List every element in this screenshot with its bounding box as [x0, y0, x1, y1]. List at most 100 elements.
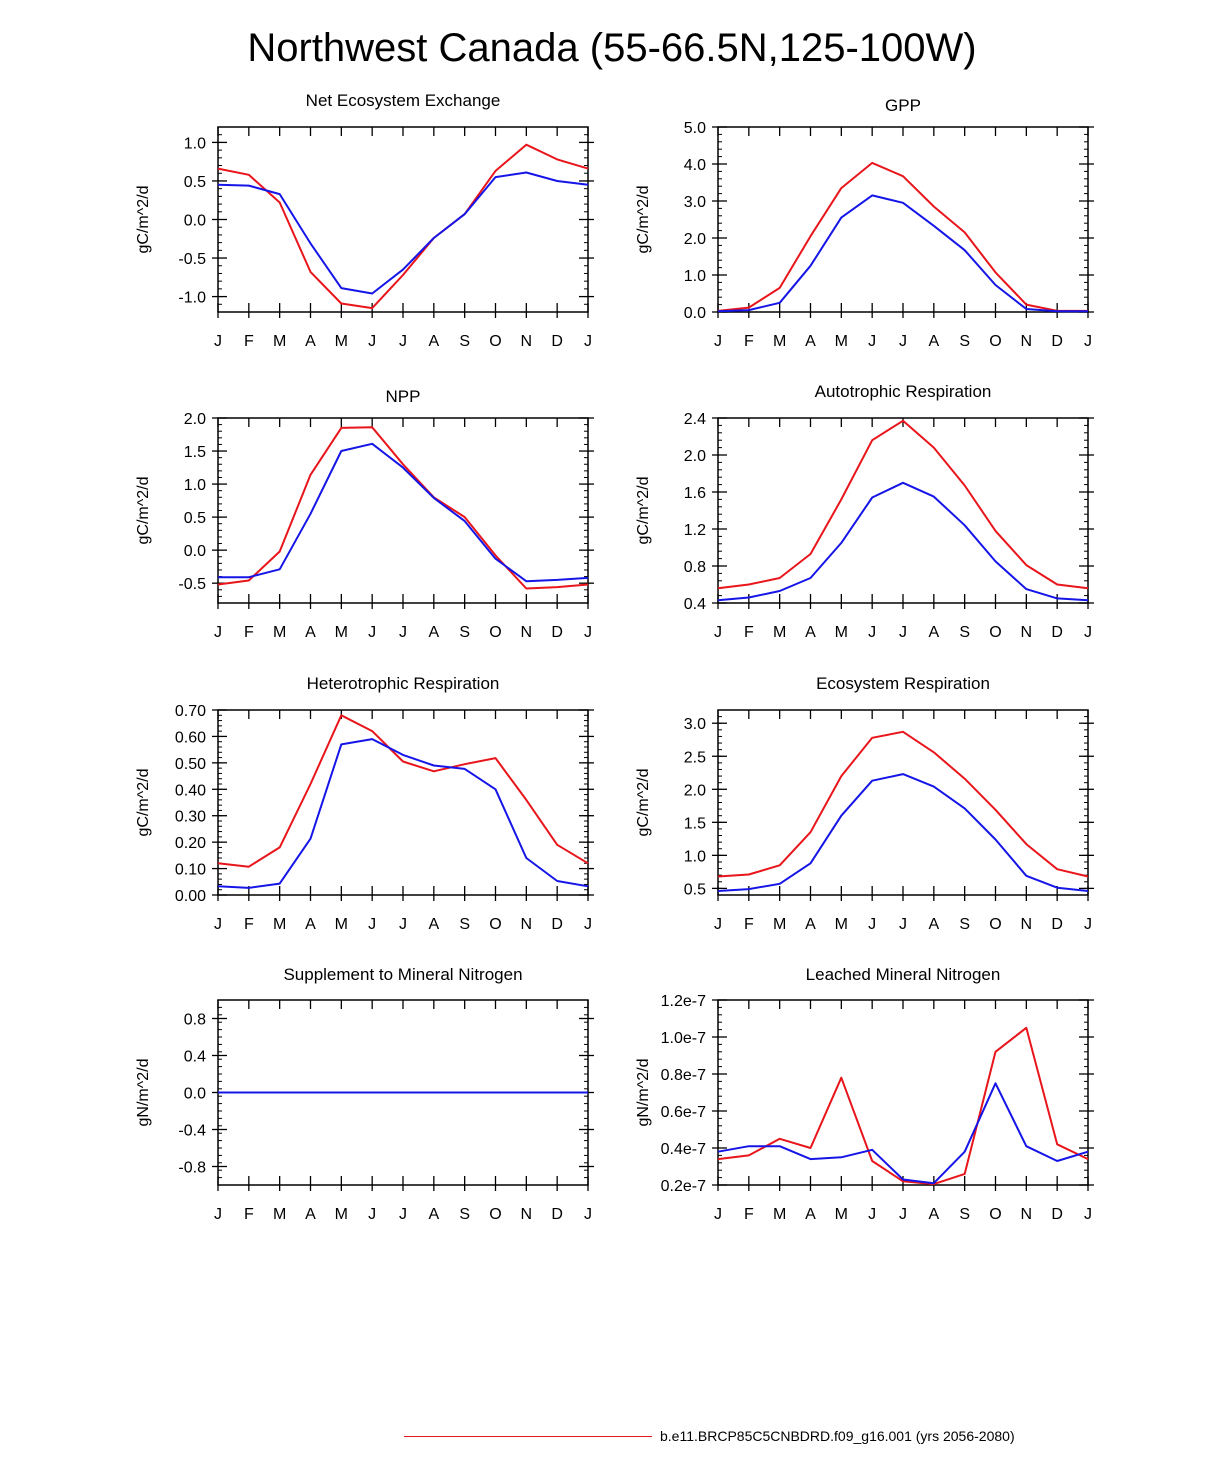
y-tick-label: 0.4e-7 [661, 1141, 706, 1158]
chart-3: NPP J F M A M J J A S O N D J 2.0 1.5 1.0 0.5 0.0 -0.5 gC/m^… [135, 387, 594, 641]
y-tick-label: 2.0 [184, 411, 206, 428]
x-tick-label: J [399, 916, 407, 933]
series-line-blue [217, 738, 589, 889]
y-tick-label: 3.0 [684, 194, 706, 211]
x-tick-label: J [899, 1206, 907, 1223]
x-tick-label: A [805, 624, 816, 641]
y-tick-label: 1.2e-7 [661, 993, 706, 1010]
plot-frame [217, 709, 589, 896]
y-tick-label: 2.4 [684, 411, 706, 428]
x-tick-label: F [744, 916, 754, 933]
x-tick-label: J [368, 624, 376, 641]
x-tick-label: F [244, 624, 254, 641]
y-axis-label: gC/m^2/d [135, 769, 152, 837]
x-tick-label: D [551, 1206, 563, 1223]
y-tick-label: 0.0 [184, 543, 206, 560]
chart-title: Ecosystem Respiration [816, 674, 990, 693]
y-tick-label: 0.5 [684, 881, 706, 898]
legend-label: b.e11.BRCP85C5CNBDRD.f09_g16.001 (yrs 20… [660, 1428, 1015, 1444]
series-line-blue [717, 481, 1089, 602]
y-tick-label: -0.4 [178, 1123, 206, 1140]
y-tick-label: 0.70 [175, 703, 206, 720]
y-tick-label: 2.5 [684, 749, 706, 766]
y-tick-label: 3.0 [684, 716, 706, 733]
y-axis-label: gN/m^2/d [635, 1059, 652, 1127]
y-tick-label: 0.5 [184, 174, 206, 191]
x-tick-label: S [959, 333, 970, 350]
x-tick-label: A [928, 916, 939, 933]
chart-title: Supplement to Mineral Nitrogen [283, 965, 522, 984]
x-tick-label: D [551, 333, 563, 350]
x-tick-label: D [551, 624, 563, 641]
x-tick-label: M [835, 1206, 848, 1223]
x-tick-label: A [305, 333, 316, 350]
y-tick-label: 2.0 [684, 231, 706, 248]
x-tick-label: O [489, 333, 501, 350]
x-tick-label: N [1021, 916, 1033, 933]
chart-title: Heterotrophic Respiration [307, 674, 500, 693]
page-title: Northwest Canada (55-66.5N,125-100W) [247, 26, 977, 70]
y-tick-label: -0.5 [178, 576, 206, 593]
y-axis-label: gC/m^2/d [135, 477, 152, 545]
x-tick-label: F [744, 333, 754, 350]
series-line-red [717, 161, 1088, 312]
y-tick-label: 0.30 [175, 809, 206, 826]
chart-8: Leached Mineral Nitrogen J F M A M J J A S O N D J 1.2… [635, 965, 1094, 1223]
series-line-blue [217, 171, 589, 295]
x-tick-label: O [989, 1206, 1001, 1223]
series-line-blue [717, 1082, 1089, 1185]
plot-frame [717, 999, 1089, 1186]
x-tick-label: A [928, 1206, 939, 1223]
x-tick-label: S [459, 916, 470, 933]
chart-5: Heterotrophic Respiration J F M A M J J A S O N D J 0.… [135, 674, 594, 933]
x-tick-label: O [489, 916, 501, 933]
x-tick-label: D [1051, 333, 1063, 350]
x-tick-label: A [305, 916, 316, 933]
y-tick-label: 1.0e-7 [661, 1030, 706, 1047]
y-tick-label: 0.60 [175, 729, 206, 746]
x-tick-label: N [1021, 624, 1033, 641]
y-tick-label: 0.4 [184, 1049, 206, 1066]
x-tick-label: J [399, 333, 407, 350]
chart-7: Supplement to Mineral Nitrogen J F M A M J J A S O… [135, 965, 594, 1223]
legend: b.e11.BRCP85C5CNBDRD.f09_g16.001 (yrs 20… [404, 1428, 1104, 1446]
y-axis-label: gC/m^2/d [635, 186, 652, 254]
series-line-blue [717, 773, 1089, 892]
x-tick-label: J [1084, 333, 1092, 350]
chart-title: Autotrophic Respiration [815, 382, 992, 401]
x-tick-label: D [1051, 916, 1063, 933]
x-tick-label: S [959, 1206, 970, 1223]
x-tick-label: J [714, 1206, 722, 1223]
x-tick-label: A [305, 624, 316, 641]
x-tick-label: A [805, 333, 816, 350]
y-tick-label: 4.0 [684, 157, 706, 174]
plot-frame [717, 417, 1089, 604]
y-axis-label: gC/m^2/d [135, 186, 152, 254]
x-tick-label: M [335, 624, 348, 641]
y-axis-label: gN/m^2/d [135, 1059, 152, 1127]
x-tick-label: M [335, 916, 348, 933]
x-tick-label: N [521, 624, 533, 641]
y-tick-label: 1.5 [684, 815, 706, 832]
x-tick-label: J [584, 624, 592, 641]
x-tick-label: N [1021, 1206, 1033, 1223]
x-tick-label: M [273, 624, 286, 641]
y-tick-label: 1.5 [184, 444, 206, 461]
y-tick-label: 1.0 [184, 477, 206, 494]
x-tick-label: J [714, 916, 722, 933]
x-tick-label: D [1051, 624, 1063, 641]
x-tick-label: J [214, 624, 222, 641]
y-tick-label: 0.8e-7 [661, 1067, 706, 1084]
x-tick-label: M [273, 916, 286, 933]
y-axis-label: gC/m^2/d [635, 477, 652, 545]
x-tick-label: S [959, 624, 970, 641]
x-tick-label: J [868, 333, 876, 350]
x-tick-label: J [868, 916, 876, 933]
x-tick-label: O [989, 624, 1001, 641]
x-tick-label: J [584, 916, 592, 933]
y-tick-label: 1.2 [684, 522, 706, 539]
x-tick-label: N [521, 1206, 533, 1223]
chart-title: GPP [885, 96, 921, 115]
x-tick-label: J [899, 916, 907, 933]
x-tick-label: F [244, 1206, 254, 1223]
